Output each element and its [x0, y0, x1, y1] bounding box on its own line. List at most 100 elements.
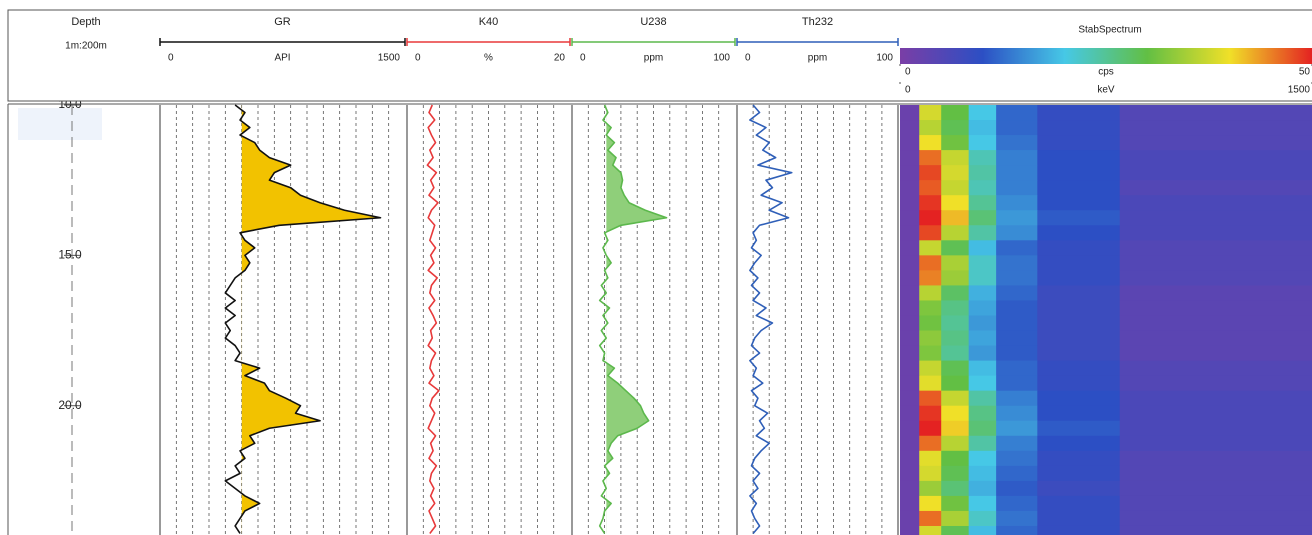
spectrum-cell [1037, 240, 1120, 256]
spectrum-cell [1120, 391, 1312, 407]
spectrum-cell [996, 346, 1038, 362]
spectrum-cell [941, 225, 969, 241]
spectrum-cell [1120, 421, 1312, 437]
track-title: K40 [479, 16, 499, 28]
spectrum-cell [1120, 496, 1312, 512]
scale-label: 100 [713, 53, 730, 64]
spectrum-cell [996, 255, 1038, 271]
spectrum-cell [941, 255, 969, 271]
spectrum-cell [1037, 451, 1120, 467]
spectrum-cell [1120, 346, 1312, 362]
spectrum-cell [969, 150, 997, 166]
spectrum-cell [1120, 210, 1312, 226]
spectrum-cell [919, 135, 941, 151]
spectrum-cell [941, 421, 969, 437]
depth-tick-label: 15.0 [58, 248, 82, 262]
spectrum-cell [900, 346, 920, 362]
spectrum-cell [969, 331, 997, 347]
spectrum-cell [1120, 270, 1312, 286]
spectrum-cell [969, 195, 997, 211]
spectrum-cell [900, 451, 920, 467]
spectrum-cell [941, 105, 969, 121]
spectrum-cell [996, 511, 1038, 527]
energy-unit: keV [1097, 85, 1115, 96]
spectrum-cell [996, 406, 1038, 422]
spectrum-cell [919, 481, 941, 497]
spectrum-cell [941, 361, 969, 377]
spectrum-cell [919, 270, 941, 286]
spectrum-cell [900, 240, 920, 256]
spectrum-cell [900, 511, 920, 527]
spectrum-cell [941, 135, 969, 151]
spectrum-cell [1037, 511, 1120, 527]
page: 10.015.020.0 Depth 1m:200m GR01500APIK40… [0, 0, 1312, 535]
spectrum-cell [969, 361, 997, 377]
spectrum-cell [919, 285, 941, 301]
spectrum-cell [996, 225, 1038, 241]
spectrum-cell [900, 180, 920, 196]
spectrum-cell [900, 436, 920, 452]
spectrum-cell [969, 451, 997, 467]
spectrum-cell [941, 180, 969, 196]
spectrum-cell [1037, 120, 1120, 136]
spectrum-cell [941, 451, 969, 467]
spectrum-cell [996, 135, 1038, 151]
spectrum-cell [1120, 255, 1312, 271]
spectrum-cell [919, 331, 941, 347]
spectrum-cell [969, 466, 997, 482]
spectrum-cell [900, 150, 920, 166]
spectrum-cell [969, 421, 997, 437]
spectrum-cell [969, 376, 997, 392]
spectrum-cell [1120, 105, 1312, 121]
spectrum-cell [969, 165, 997, 181]
unit-label: ppm [644, 53, 663, 64]
spectrum-cell [900, 526, 920, 535]
spectrum-cell [1037, 225, 1120, 241]
spectrum-cell [1037, 436, 1120, 452]
spectrum-cell [996, 421, 1038, 437]
spectrum-cell [900, 195, 920, 211]
spectrum-cell [941, 406, 969, 422]
spectrum-cell [919, 496, 941, 512]
spectrum-cell [1037, 270, 1120, 286]
spectrum-cell [900, 315, 920, 331]
selection-highlight [18, 108, 102, 140]
spectrum-cell [919, 150, 941, 166]
spectrum-cell [996, 150, 1038, 166]
spectrum-cell [941, 391, 969, 407]
spectrum-cell [996, 361, 1038, 377]
spectrum-cell [1037, 496, 1120, 512]
spectrum-cell [1120, 526, 1312, 535]
spectrum-cell [900, 270, 920, 286]
spectrum-cell [941, 466, 969, 482]
spectrum-cell [1120, 165, 1312, 181]
spectrum-cell [1120, 300, 1312, 316]
spectrum-cell [919, 225, 941, 241]
spectrum-cell [1037, 165, 1120, 181]
spectrum-cell [1037, 481, 1120, 497]
spectrum-cell [1037, 315, 1120, 331]
spectrum-cell [941, 300, 969, 316]
spectrum-title: StabSpectrum [1078, 25, 1141, 36]
spectrum-cell [1037, 195, 1120, 211]
spectrum-cell [919, 120, 941, 136]
spectrum-cell [919, 195, 941, 211]
unit-label: API [274, 53, 290, 64]
spectrum-cell [1120, 466, 1312, 482]
spectrum-cell [969, 436, 997, 452]
spectrum-cell [996, 120, 1038, 136]
spectrum-cell [900, 135, 920, 151]
spectrum-cell [1037, 285, 1120, 301]
spectrum-cell [1120, 361, 1312, 377]
spectrum-cell [900, 361, 920, 377]
spectrum-cell [996, 240, 1038, 256]
spectrum-cell [900, 105, 920, 121]
spectrum-cell [1037, 180, 1120, 196]
spectrum-cell [996, 105, 1038, 121]
track-title: Th232 [802, 16, 833, 28]
spectrum-cell [941, 165, 969, 181]
spectrum-cell [941, 195, 969, 211]
spectrum-cell [900, 120, 920, 136]
spectrum-cell [919, 376, 941, 392]
spectrum-cell [996, 481, 1038, 497]
